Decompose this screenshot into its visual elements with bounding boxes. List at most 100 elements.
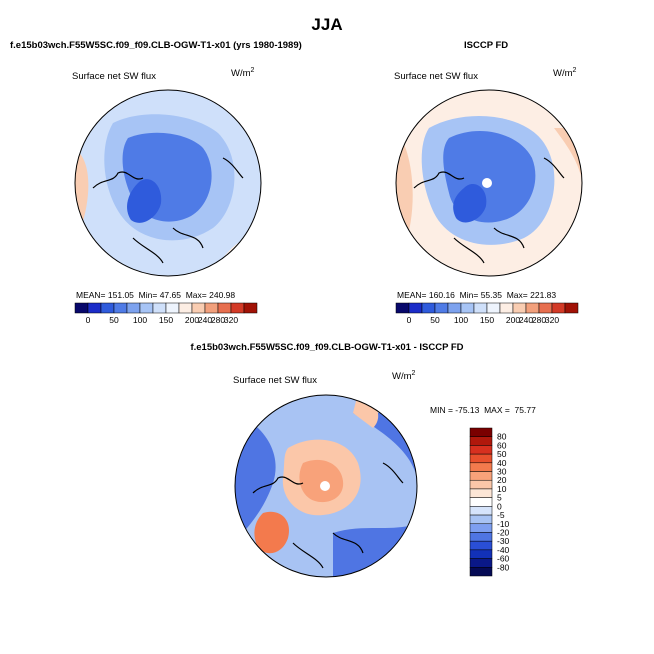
right-map-coast (413, 157, 565, 264)
colorbar-swatch (87, 302, 102, 314)
diff-minmax: MIN = -75.13 MAX = 75.77 (430, 405, 536, 415)
left-map-coast (92, 157, 244, 264)
left-mean-value: 151.05 (107, 290, 134, 300)
diff-panel-title: f.e15b03wch.F55W5SC.f09_f09.CLB-OGW-T1-x… (190, 342, 464, 353)
colorbar-tick-label: 80 (497, 432, 507, 442)
colorbar-tick-label: -30 (497, 536, 510, 546)
right-units-exp: 2 (572, 67, 577, 74)
diff-units-exp: 2 (411, 370, 416, 377)
diff-map-blue-c (333, 523, 417, 577)
colorbar-tick-label: 100 (133, 315, 147, 325)
colorbar-swatch (469, 532, 493, 542)
colorbar-tick-label: 60 (497, 440, 507, 450)
colorbar-swatch (469, 462, 493, 472)
colorbar-swatch (512, 302, 527, 314)
colorbar-swatch (126, 302, 141, 314)
colorbar-tick-label: 200 (506, 315, 520, 325)
right-map-title: Surface net SW flux (394, 71, 478, 82)
colorbar-tick-label: -10 (497, 519, 510, 529)
colorbar-swatch (469, 488, 493, 498)
diff-map-title: Surface net SW flux (233, 375, 317, 386)
right-mean-label: MEAN= (397, 290, 427, 300)
colorbar-tick-label: 320 (545, 315, 559, 325)
colorbar-swatch (100, 302, 115, 314)
right-stats: MEAN= 160.16 Min= 55.35 Max= 221.83 (397, 290, 556, 300)
right-max-label: Max= (506, 290, 528, 300)
colorbar-tick-label: 240 (198, 315, 212, 325)
right-min-label: Min= (459, 290, 479, 300)
colorbar-tick-label: 240 (519, 315, 533, 325)
right-mean-value: 160.16 (428, 290, 455, 300)
season-title: JJA (311, 15, 343, 34)
colorbar-swatch (469, 427, 493, 437)
colorbar-swatch (204, 302, 219, 314)
colorbar-tick-label: 0 (497, 501, 502, 511)
right-min-value: 55.35 (480, 290, 502, 300)
right-map-outline (395, 89, 583, 277)
colorbar-swatch (538, 302, 553, 314)
colorbar-tick-label: -20 (497, 527, 510, 537)
left-stats: MEAN= 151.05 Min= 47.65 Max= 240.98 (76, 290, 235, 300)
colorbar-swatch (191, 302, 206, 314)
diff-map-units: W/m2 (392, 370, 415, 382)
colorbar-tick-label: 100 (454, 315, 468, 325)
colorbar-swatch (469, 471, 493, 481)
diff-map-outline (234, 394, 418, 578)
colorbar-tick-label: 0 (407, 315, 412, 325)
right-map-units: W/m2 (553, 67, 576, 79)
colorbar-swatch (74, 302, 89, 314)
left-min-label: Min= (138, 290, 158, 300)
right-max-value: 221.83 (530, 290, 557, 300)
left-map-units: W/m2 (231, 67, 254, 79)
colorbar-swatch (473, 302, 488, 314)
left-max-label: Max= (185, 290, 207, 300)
colorbar-swatch (469, 567, 493, 577)
colorbar-tick-label: 150 (159, 315, 173, 325)
colorbar-tick-label: -80 (497, 562, 510, 572)
colorbar-swatch (421, 302, 436, 314)
colorbar-swatch (564, 302, 579, 314)
colorbar-swatch (469, 506, 493, 516)
diff-map-pole-hole (320, 481, 330, 491)
colorbar-tick-label: 5 (497, 493, 502, 503)
colorbar-swatch (469, 497, 493, 507)
colorbar-swatch (525, 302, 540, 314)
colorbar-swatch (139, 302, 154, 314)
diff-map-warm-c (254, 511, 289, 554)
colorbar-tick-label: 320 (224, 315, 238, 325)
left-units-exp: 2 (250, 67, 255, 74)
colorbar-swatch (469, 549, 493, 559)
colorbar-swatch (469, 453, 493, 464)
colorbar-swatch (243, 302, 258, 314)
colorbar-swatch (469, 479, 493, 490)
left-map-title: Surface net SW flux (72, 71, 156, 82)
colorbar-tick-label: 280 (211, 315, 225, 325)
colorbar-tick-label: 200 (185, 315, 199, 325)
colorbar-swatch (469, 514, 493, 525)
left-mean-label: MEAN= (76, 290, 106, 300)
colorbar-swatch (469, 523, 493, 533)
right-map (395, 89, 583, 277)
colorbar-swatch (551, 302, 566, 314)
left-map-blue-c (127, 179, 162, 223)
left-map-outline (74, 89, 262, 277)
colorbar-swatch (469, 436, 493, 446)
colorbar-swatch (460, 302, 475, 314)
colorbar-swatch (486, 302, 501, 314)
colorbar-tick-label: 20 (497, 475, 507, 485)
colorbar-tick-label: 50 (497, 449, 507, 459)
right-panel-title: ISCCP FD (464, 40, 509, 51)
colorbar-swatch (469, 445, 493, 455)
left-max-value: 240.98 (209, 290, 236, 300)
left-panel-title: f.e15b03wch.F55W5SC.f09_f09.CLB-OGW-T1-x… (10, 40, 302, 51)
colorbar-tick-label: -40 (497, 545, 510, 555)
colorbar-tick-label: 50 (109, 315, 119, 325)
colorbar-swatch (469, 558, 493, 568)
diff-map-warm-b (299, 459, 344, 503)
colorbar-swatch (152, 302, 167, 314)
left-map (74, 89, 262, 277)
colorbar-tick-label: 50 (430, 315, 440, 325)
